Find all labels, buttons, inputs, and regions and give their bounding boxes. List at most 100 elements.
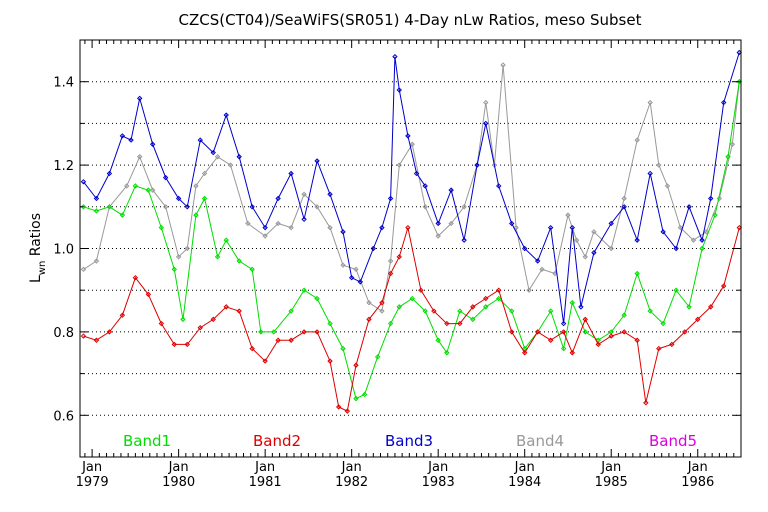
data-point (314, 204, 320, 210)
data-point (608, 329, 614, 335)
data-point (461, 204, 467, 210)
data-point (621, 312, 627, 318)
y-axis: 0.6 0.8 1.0 1.2 1.4 (53, 39, 741, 458)
data-point (353, 362, 359, 368)
data-point (201, 195, 208, 202)
data-point (526, 287, 532, 293)
data-point (370, 245, 377, 252)
data-point (621, 329, 627, 335)
data-point (93, 337, 100, 343)
data-point (448, 220, 454, 227)
data-point (106, 204, 113, 210)
data-point (93, 195, 100, 202)
data-point (175, 254, 182, 260)
data-point (249, 266, 255, 273)
data-point (214, 154, 221, 160)
legend-entry: Band3 (385, 432, 433, 450)
x-tick-label: 1981 (249, 475, 282, 490)
data-point (690, 237, 697, 243)
series-line (83, 227, 740, 412)
data-series (80, 49, 742, 414)
data-point (93, 258, 100, 264)
data-point (249, 204, 255, 210)
data-point (340, 262, 346, 268)
data-point (712, 212, 718, 218)
data-point (409, 141, 415, 147)
y-tick-label: 0.8 (53, 326, 74, 341)
data-point (461, 237, 467, 243)
data-point (686, 304, 692, 310)
data-point (80, 179, 87, 185)
data-point (509, 308, 515, 314)
data-point (353, 395, 359, 402)
data-point (361, 391, 368, 398)
data-point (591, 229, 597, 235)
data-point (725, 154, 731, 160)
data-point (327, 191, 333, 197)
data-point (201, 170, 208, 177)
data-point (560, 329, 567, 335)
data-point (673, 287, 679, 293)
data-point (621, 195, 627, 202)
data-point (301, 287, 307, 293)
y-axis-label: Lwn Ratios (28, 213, 48, 283)
data-point (431, 308, 437, 314)
data-point (158, 320, 165, 327)
data-point (582, 329, 588, 335)
x-tick-label: 1980 (162, 475, 195, 490)
data-point (223, 112, 229, 118)
data-point (236, 308, 242, 314)
series-line (83, 81, 740, 400)
data-point (258, 329, 264, 335)
data-point (673, 245, 679, 252)
data-point (124, 183, 130, 189)
series-band3 (80, 49, 742, 327)
data-point (582, 254, 588, 260)
x-tick-label: 1983 (422, 475, 455, 490)
data-point (374, 354, 381, 360)
data-point (591, 249, 597, 256)
data-point (569, 224, 575, 231)
legend-entry: Band1 (123, 432, 171, 450)
data-point (340, 345, 346, 352)
data-point (647, 99, 653, 106)
data-point (496, 287, 502, 293)
x-tick-month: Jan (427, 460, 448, 475)
data-point (699, 245, 705, 252)
data-point (314, 295, 320, 302)
data-point (396, 304, 402, 310)
x-tick-label: 1985 (595, 475, 628, 490)
data-point (405, 133, 411, 139)
data-point (470, 304, 476, 310)
x-tick-month: Jan (687, 460, 708, 475)
data-point (344, 408, 351, 414)
data-point (660, 229, 666, 235)
data-point (145, 187, 152, 193)
data-point (457, 308, 463, 314)
x-tick-label: 1984 (508, 475, 541, 490)
data-point (547, 308, 554, 314)
data-point (534, 258, 541, 264)
data-point (435, 233, 441, 239)
data-point (608, 245, 614, 252)
data-point (534, 329, 541, 335)
legend-entry: Band5 (649, 432, 697, 450)
data-point (647, 308, 653, 314)
data-point (422, 183, 428, 189)
data-point (223, 237, 229, 243)
data-point (720, 283, 727, 289)
data-point (509, 329, 515, 335)
data-point (184, 204, 190, 210)
data-point (457, 320, 463, 327)
x-tick-month: Jan (168, 460, 189, 475)
data-point (595, 341, 601, 348)
data-point (158, 224, 165, 231)
data-point (621, 204, 627, 210)
data-point (184, 341, 190, 348)
data-point (387, 258, 394, 264)
data-point (262, 233, 268, 239)
data-point (275, 195, 281, 202)
data-point (547, 337, 554, 343)
data-point (539, 266, 545, 273)
